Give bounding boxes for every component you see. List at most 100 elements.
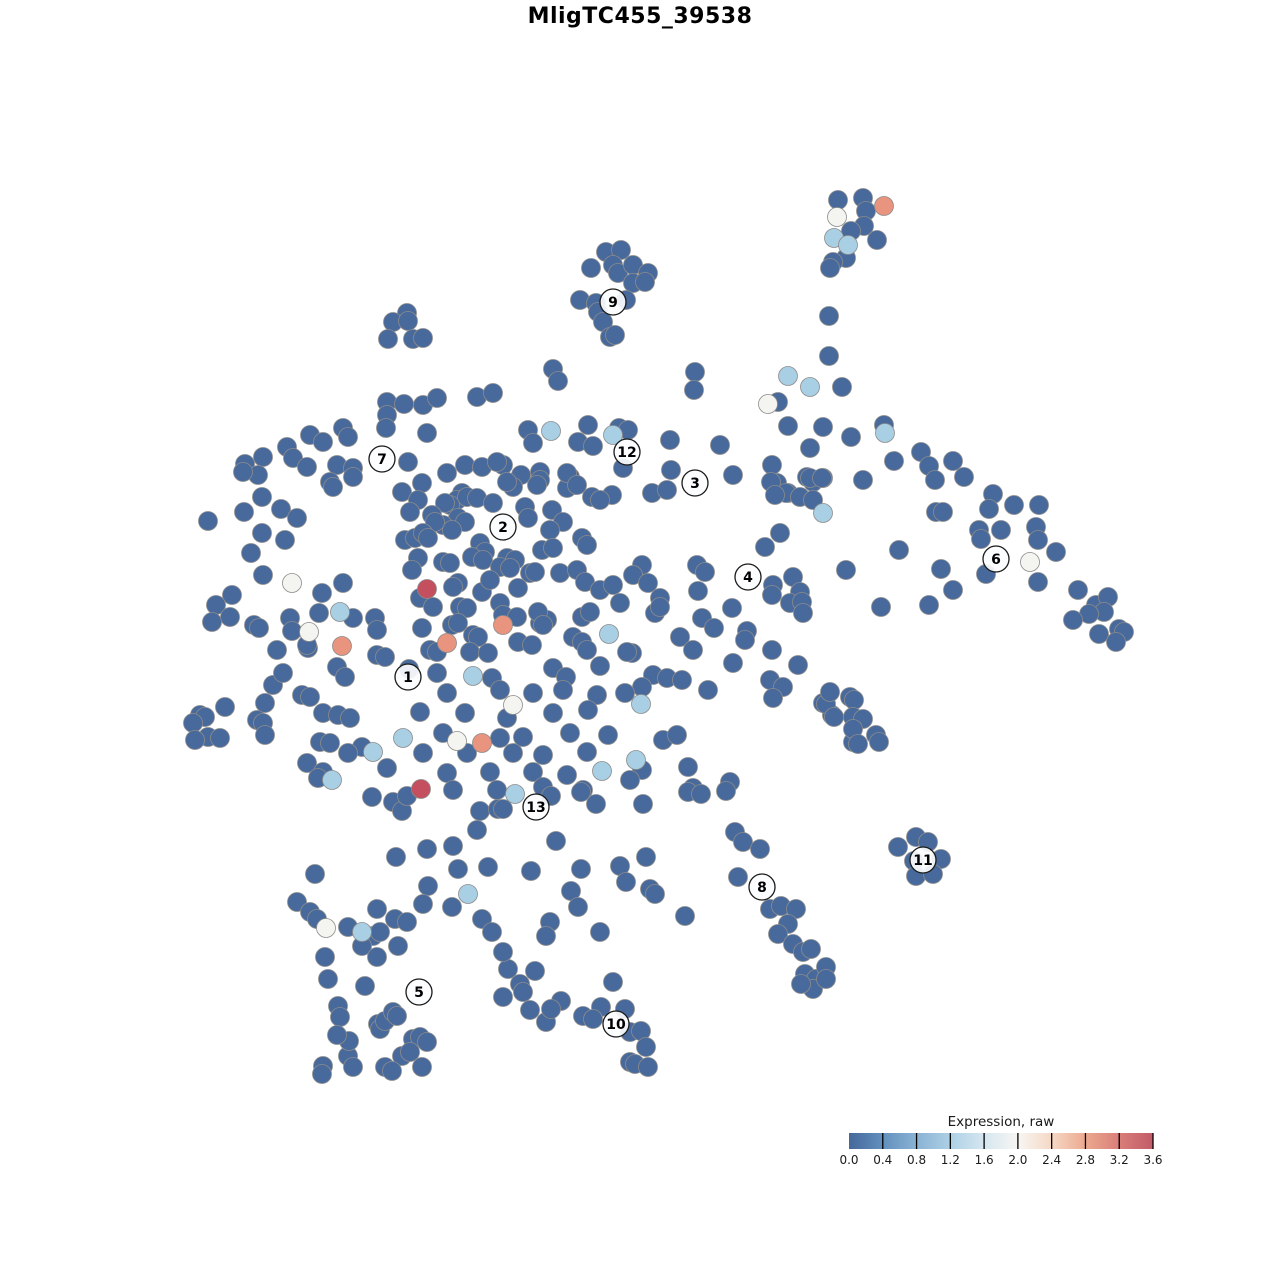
data-point [523,683,543,703]
data-point [202,612,222,632]
colorbar-ticks [882,1133,1154,1149]
data-point [536,926,556,946]
data-point [443,780,463,800]
data-point [620,770,640,790]
data-point [255,725,275,745]
data-point [400,502,420,522]
data-point [355,976,375,996]
data-point [215,697,235,717]
data-point [853,470,873,490]
data-point [571,859,591,879]
data-point [527,475,547,495]
data-point [685,362,705,382]
data-point [819,306,839,326]
data-point [305,864,325,884]
data-point [518,508,538,528]
data-point [255,693,275,713]
data-point [816,969,836,989]
data-point [716,781,736,801]
data-point [185,730,205,750]
data-point [543,703,563,723]
data-point [483,493,503,513]
data-point [273,663,293,683]
data-point [750,839,770,859]
colorbar-gradient [849,1133,1153,1149]
data-point [603,575,623,595]
data-point [541,999,561,1019]
colorbar-legend: Expression, raw 0.0 0.4 0.8 1.2 1.6 2.0 2.4 2.8… [839,1114,1162,1167]
data-point [791,974,811,994]
data-point [253,447,273,467]
data-point-expressing [411,779,431,799]
data-point [253,565,273,585]
data-point [661,460,681,480]
data-point [1068,580,1088,600]
data-point [578,415,598,435]
colorbar-tick-labels: 0.0 0.4 0.8 1.2 1.6 2.0 2.4 2.8 3.2 3.6 [839,1153,1162,1167]
cluster-badge [489,513,517,541]
data-point [1046,542,1066,562]
data-point [557,765,577,785]
data-point [523,433,543,453]
data-point [417,1032,437,1052]
data-point [271,499,291,519]
data-point [523,762,543,782]
data-point [440,553,460,573]
cluster-badge [734,563,762,591]
data-point [478,857,498,877]
data-point [525,961,545,981]
data-point [844,690,864,710]
data-point [460,642,480,662]
data-point [813,417,833,437]
data-point-expressing [322,770,342,790]
data-point [412,618,432,638]
data-point [362,787,382,807]
data-point [1106,632,1126,652]
data-point [377,758,397,778]
data-point [412,473,432,493]
data-point [632,677,652,697]
data-point [678,757,698,777]
data-point [437,463,457,483]
data-point [704,618,724,638]
cluster-badge-label: 9 [608,295,618,311]
data-point [417,839,437,859]
data-point [343,467,363,487]
data-point-expressing [363,742,383,762]
cluster-badge-label: 10 [606,1017,626,1033]
data-point [525,562,545,582]
data-point-expressing [599,624,619,644]
data-point [275,530,295,550]
data-point [398,311,418,331]
data-point [478,643,498,663]
colorbar-title: Expression, raw [948,1114,1055,1130]
data-point [309,603,329,623]
data-point-expressing [503,695,523,715]
data-point-expressing [352,922,372,942]
figure-title: MligTC455_39538 [527,4,753,29]
data-point [376,418,396,438]
data-point [583,1009,603,1029]
data-point [765,485,785,505]
data-point [520,1000,540,1020]
data-point [768,924,788,944]
data-point [482,922,502,942]
data-point [333,573,353,593]
data-point [867,230,887,250]
data-point [590,922,610,942]
data-point [533,745,553,765]
data-point [448,859,468,879]
data-point [315,947,335,967]
data-point [615,683,635,703]
data-point [490,728,510,748]
data-point [252,523,272,543]
data-point [493,987,513,1007]
data-point-expressing [631,694,651,714]
data-point [635,272,655,292]
data-point [370,922,390,942]
data-point-expressing [592,761,612,781]
colorbar-tick-label: 2.0 [1008,1153,1027,1167]
data-point [437,683,457,703]
